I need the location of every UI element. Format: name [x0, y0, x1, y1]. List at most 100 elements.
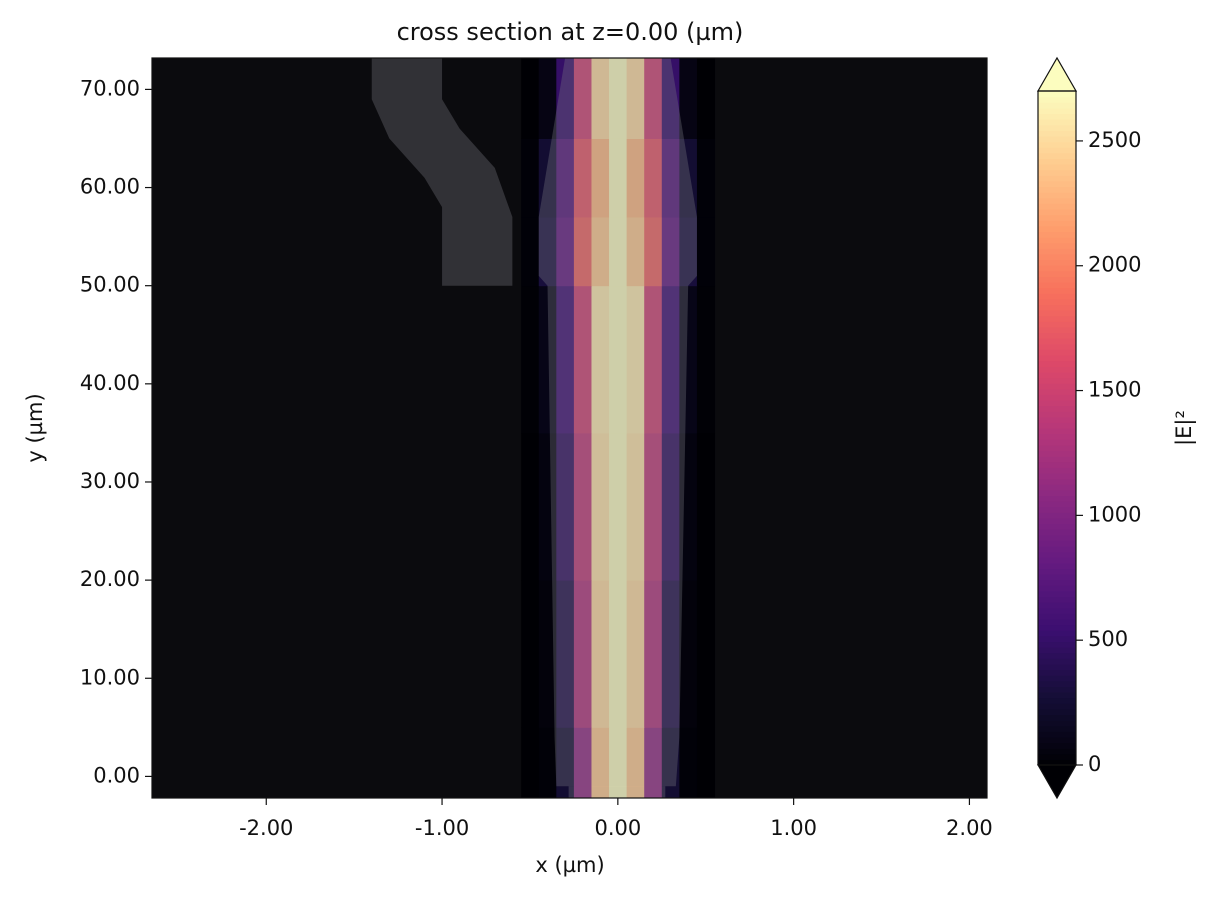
colorbar-step [1038, 394, 1076, 401]
heat-cell [626, 285, 645, 434]
colorbar-step [1038, 169, 1076, 176]
colorbar-step [1038, 708, 1076, 716]
colorbar-step [1038, 287, 1076, 294]
colorbar-step [1038, 152, 1076, 159]
colorbar-step [1038, 96, 1076, 103]
heat-cell [573, 285, 592, 434]
colorbar-step [1038, 326, 1076, 334]
colorbar-step [1038, 495, 1076, 502]
colorbar-step [1038, 147, 1076, 154]
heat-cell [609, 727, 628, 798]
heat-cell [696, 432, 716, 581]
colorbar-step [1038, 748, 1076, 755]
colorbar: 0 500 1000 1500 2000 2500 [1036, 56, 1141, 800]
colorbar-step [1038, 214, 1076, 221]
heat-cell [644, 727, 663, 798]
colorbar-step [1038, 433, 1076, 440]
colorbar-step [1038, 141, 1076, 148]
colorbar-step [1038, 534, 1076, 541]
colorbar-step [1038, 669, 1076, 676]
heat-cell [661, 58, 680, 139]
colorbar-step [1038, 714, 1076, 721]
colorbar-step [1038, 428, 1076, 435]
heat-cell [661, 138, 680, 218]
heat-cell [696, 58, 716, 139]
heat-cell [696, 285, 716, 434]
heat-cell [609, 432, 628, 581]
colorbar-step [1038, 691, 1076, 699]
heat-cell [609, 216, 628, 287]
heat-cell [573, 216, 592, 287]
structure [371, 58, 513, 286]
colorbar-step [1038, 354, 1076, 362]
colorbar-step [1038, 641, 1076, 648]
colorbar-step [1038, 596, 1076, 603]
heat-cell [556, 727, 575, 798]
colorbar-step [1038, 590, 1076, 598]
colorbar-step [1038, 562, 1076, 570]
heat-cell [521, 580, 540, 728]
heat-cell [609, 580, 628, 728]
colorbar-step [1038, 113, 1076, 120]
heat-cell [609, 58, 628, 139]
heat-cell [573, 58, 592, 139]
colorbar-step [1038, 517, 1076, 525]
heat-cell [538, 285, 557, 434]
heat-cell [626, 138, 645, 218]
colorbar-step [1038, 450, 1076, 457]
y-tick-label: 60.00 [80, 175, 140, 199]
colorbar-step [1038, 124, 1076, 131]
colorbar-step [1038, 293, 1076, 300]
colorbar-step [1038, 585, 1076, 592]
x-tick-label: 0.00 [594, 816, 641, 840]
colorbar-step [1038, 579, 1076, 586]
x-tick-label: -1.00 [415, 816, 469, 840]
heat-cell [696, 216, 716, 287]
colorbar-step [1038, 203, 1076, 210]
colorbar-extend-bottom [1036, 764, 1078, 800]
y-tick-label: 10.00 [80, 665, 140, 689]
heat-cell [573, 580, 592, 728]
colorbar-step [1038, 467, 1076, 474]
structure [568, 786, 666, 798]
colorbar-tick-label: 2000 [1088, 253, 1141, 277]
colorbar-step [1038, 237, 1076, 244]
colorbar-tick-label: 0 [1088, 752, 1101, 776]
colorbar-step [1038, 298, 1076, 306]
colorbar-step [1038, 753, 1076, 760]
heat-cell [626, 580, 645, 728]
heat-cell [696, 580, 716, 728]
colorbar-step [1038, 130, 1076, 137]
heat-cell [679, 727, 698, 798]
heat-cell [521, 216, 540, 287]
heat-cell [626, 432, 645, 581]
heat-cell [644, 432, 663, 581]
heat-cell [556, 580, 575, 728]
heat-cell [661, 580, 680, 728]
colorbar-step [1038, 315, 1076, 322]
colorbar-step [1038, 371, 1076, 379]
colorbar-step [1038, 242, 1076, 249]
y-tick-label: 40.00 [80, 371, 140, 395]
heat-cell [538, 580, 557, 728]
colorbar-step [1038, 686, 1076, 693]
x-tick-label: 2.00 [946, 816, 993, 840]
colorbar-step [1038, 383, 1076, 390]
y-tick-label: 70.00 [80, 76, 140, 100]
colorbar-step [1038, 697, 1076, 704]
colorbar-step [1038, 102, 1076, 109]
colorbar-step [1038, 461, 1076, 468]
colorbar-step [1038, 192, 1076, 199]
colorbar-step [1038, 270, 1076, 277]
colorbar-step [1038, 175, 1076, 182]
heat-cell [626, 216, 645, 287]
colorbar-step [1038, 613, 1076, 620]
heat-cell [644, 58, 663, 139]
colorbar-step [1038, 725, 1076, 732]
heat-cell [538, 727, 557, 798]
plot-frame [151, 57, 988, 799]
colorbar-step [1038, 675, 1076, 682]
heat-cell [626, 727, 645, 798]
x-tick-label: -2.00 [239, 816, 293, 840]
